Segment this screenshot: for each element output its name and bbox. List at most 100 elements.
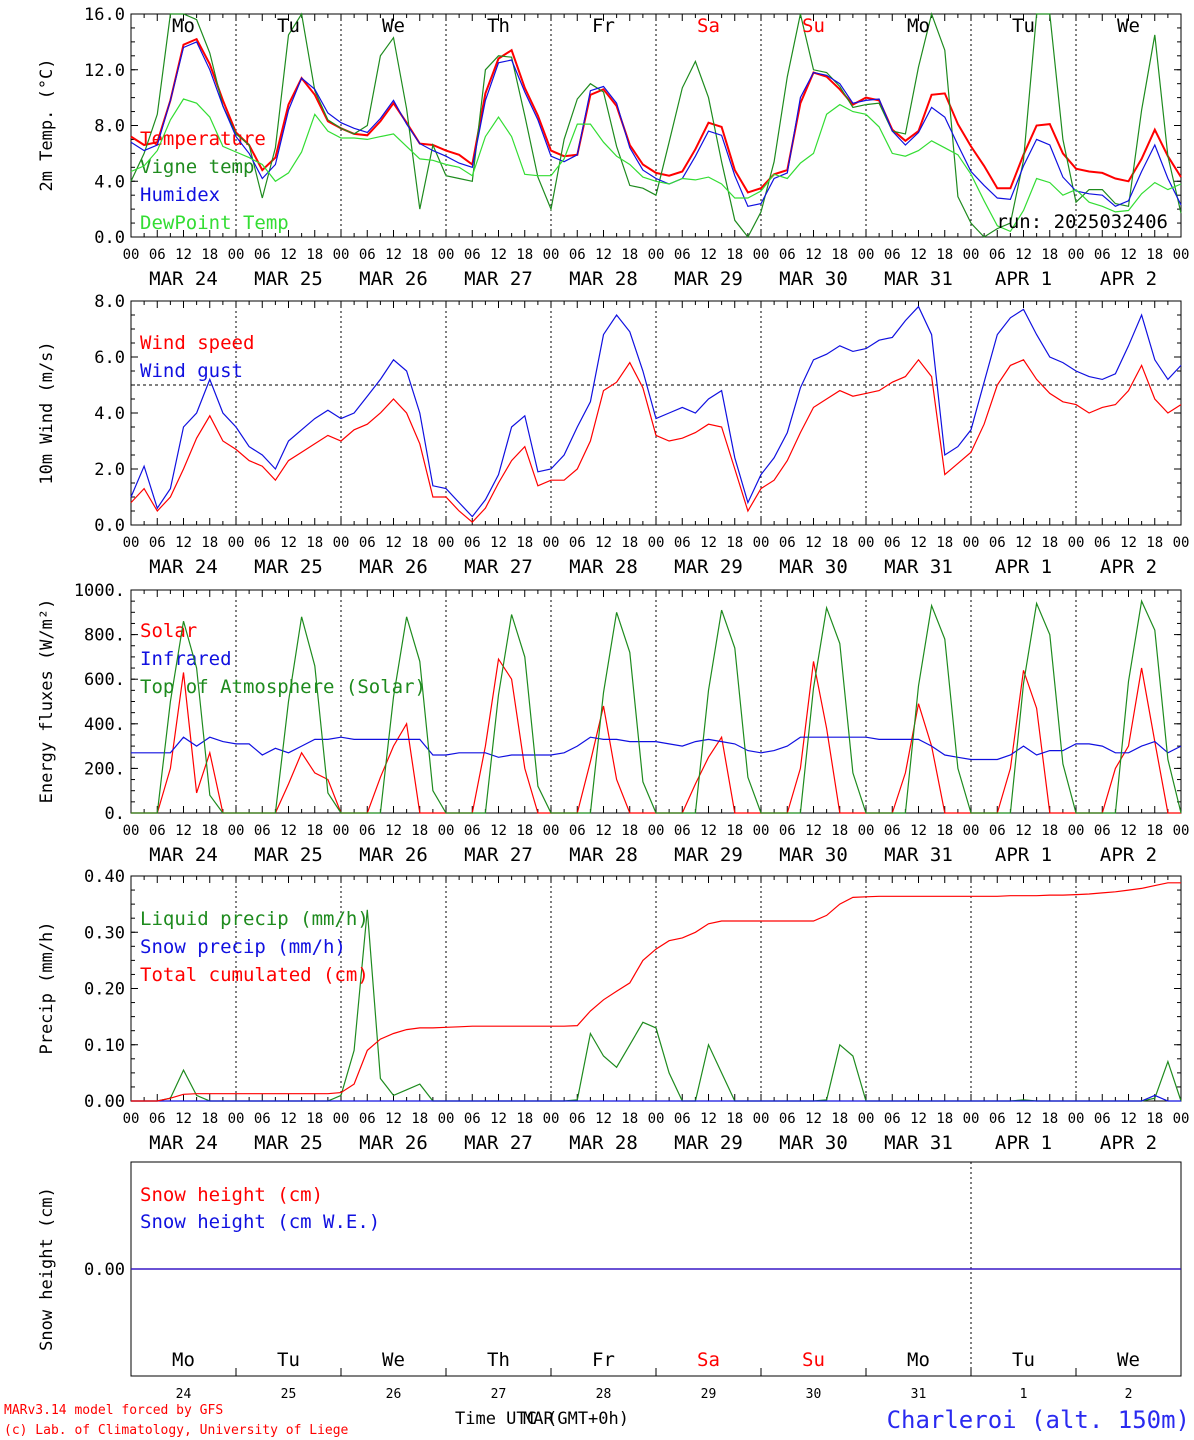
y-tick-label: 16.0	[84, 5, 125, 25]
hour-tick-label: 00	[858, 1111, 875, 1127]
weekday-label: Tu	[1012, 1349, 1035, 1371]
hour-tick-label: 06	[359, 535, 376, 551]
hour-tick-label: 12	[910, 247, 927, 263]
day-number-label: 31	[911, 1387, 927, 1402]
hour-tick-label: 00	[228, 247, 245, 263]
hour-tick-label: 18	[831, 535, 848, 551]
hour-tick-label: 00	[648, 247, 665, 263]
date-label: MAR 25	[254, 844, 323, 866]
date-label: MAR 31	[884, 1132, 953, 1154]
y-tick-label: 0.0	[94, 228, 125, 248]
date-label: APR 1	[995, 1132, 1052, 1154]
y-tick-label: 8.0	[94, 292, 125, 312]
hour-tick-label: 00	[123, 1111, 140, 1127]
weekday-label: Th	[487, 1349, 510, 1371]
y-tick-label: 0.00	[84, 1260, 125, 1280]
hour-tick-label: 18	[1041, 535, 1058, 551]
date-label: MAR 26	[359, 268, 428, 290]
panel-1: 0.04.08.012.016.02m Temp. (°C) Temperatur…	[37, 5, 1189, 290]
weekday-label: Tu	[277, 1349, 300, 1371]
hour-tick-label: 06	[884, 247, 901, 263]
date-label: MAR 29	[674, 268, 743, 290]
date-label: MAR 24	[149, 268, 218, 290]
hour-tick-label: 00	[543, 1111, 560, 1127]
y-axis-label: 10m Wind (m/s)	[37, 341, 57, 484]
weekday-label: Su	[802, 1349, 825, 1371]
hour-tick-label: 12	[280, 535, 297, 551]
hour-tick-label: 06	[989, 1111, 1006, 1127]
hour-tick-label: 18	[936, 1111, 953, 1127]
day-number-label: 29	[701, 1387, 717, 1402]
run-annotation: run: 2025032406	[996, 211, 1168, 233]
series-infrared	[131, 736, 1182, 761]
hour-tick-label: 06	[1094, 823, 1111, 839]
y-tick-label: 1000.	[74, 581, 125, 601]
hour-tick-label: 06	[464, 247, 481, 263]
date-label: MAR 28	[569, 556, 638, 578]
day-number-label: 24	[176, 1387, 192, 1402]
hour-tick-label: 12	[280, 823, 297, 839]
weekday-label: Su	[802, 15, 825, 37]
legend-entry: Infrared	[140, 648, 232, 670]
weekday-label: We	[1117, 1349, 1140, 1371]
hour-tick-label: 18	[1146, 823, 1163, 839]
hour-tick-label: 00	[1068, 247, 1085, 263]
hour-tick-label: 00	[648, 1111, 665, 1127]
hour-tick-label: 06	[884, 535, 901, 551]
hour-tick-label: 18	[201, 1111, 218, 1127]
series-wind-speed	[130, 358, 1182, 524]
hour-tick-label: 00	[438, 1111, 455, 1127]
hour-tick-label: 12	[700, 535, 717, 551]
y-tick-label: 600.	[84, 670, 125, 690]
date-label: MAR 30	[779, 556, 848, 578]
station-title: Charleroi (alt. 150m)	[887, 1406, 1190, 1434]
hour-tick-label: 12	[1120, 823, 1137, 839]
hour-tick-label: 12	[490, 535, 507, 551]
hour-tick-label: 06	[569, 823, 586, 839]
y-tick-label: 8.0	[94, 117, 125, 137]
hour-tick-label: 00	[1173, 247, 1190, 263]
hour-tick-label: 18	[936, 535, 953, 551]
hour-tick-label: 12	[805, 535, 822, 551]
legend-entry: Humidex	[140, 184, 220, 206]
y-tick-label: 12.0	[84, 61, 125, 81]
hour-tick-label: 06	[674, 247, 691, 263]
hour-tick-label: 06	[359, 247, 376, 263]
date-label: MAR 27	[464, 844, 533, 866]
hour-tick-label: 06	[569, 247, 586, 263]
hour-tick-label: 00	[333, 535, 350, 551]
weekday-label: Tu	[1012, 15, 1035, 37]
day-number-label: 26	[386, 1387, 402, 1402]
hour-tick-label: 18	[621, 247, 638, 263]
hour-tick-label: 00	[1068, 823, 1085, 839]
date-label: MAR 31	[884, 268, 953, 290]
hour-tick-label: 12	[385, 247, 402, 263]
date-label: APR 2	[1100, 556, 1157, 578]
hour-tick-label: 06	[359, 823, 376, 839]
hour-tick-label: 12	[805, 823, 822, 839]
hour-tick-label: 06	[1094, 247, 1111, 263]
hour-tick-label: 00	[963, 535, 980, 551]
y-tick-label: 6.0	[94, 348, 125, 368]
hour-tick-label: 12	[1015, 247, 1032, 263]
hour-tick-label: 12	[280, 1111, 297, 1127]
legend-entry: Snow height (cm)	[140, 1184, 323, 1206]
hour-tick-label: 12	[700, 823, 717, 839]
series-temperature	[130, 37, 1182, 194]
weekday-label: Mo	[172, 1349, 195, 1371]
hour-tick-label: 18	[411, 247, 428, 263]
hour-tick-label: 06	[569, 535, 586, 551]
hour-tick-label: 00	[123, 247, 140, 263]
panel-5: 0.00 Snow height (cm) Snow height (cm) Snow…	[37, 1161, 1182, 1402]
hour-tick-label: 06	[149, 535, 166, 551]
x-axis-label: Time UTC (GMT+0h)	[455, 1409, 629, 1429]
y-axis-label: Snow height (cm)	[37, 1187, 57, 1351]
panel-4: 0.00 0.10 0.20 0.30 0.40 Precip (mm/h) Liquid …	[37, 867, 1189, 1154]
hour-tick-label: 00	[543, 823, 560, 839]
y-tick-label: 4.0	[94, 172, 125, 192]
date-label: MAR 24	[149, 844, 218, 866]
legend-entry: Total cumulated (cm)	[140, 964, 369, 986]
weekday-label: Tu	[277, 15, 300, 37]
hour-tick-label: 12	[595, 1111, 612, 1127]
hour-tick-label: 18	[516, 247, 533, 263]
